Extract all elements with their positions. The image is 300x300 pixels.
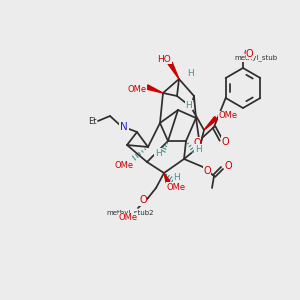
Text: Et: Et (88, 116, 96, 125)
Polygon shape (168, 62, 179, 79)
Text: O: O (243, 49, 251, 59)
Polygon shape (146, 85, 163, 93)
Text: H: H (186, 100, 192, 109)
Text: OMe: OMe (114, 160, 134, 169)
Polygon shape (204, 117, 218, 130)
Text: H: H (154, 148, 161, 158)
Text: methyl_stub: methyl_stub (234, 55, 278, 62)
Text: methyl_stub2: methyl_stub2 (106, 210, 154, 216)
Text: O: O (203, 166, 211, 176)
Text: N: N (120, 122, 128, 132)
Text: O: O (224, 161, 232, 171)
Text: O: O (221, 137, 229, 147)
Text: OMe: OMe (167, 182, 186, 191)
Text: O: O (193, 138, 201, 148)
Text: O: O (246, 49, 253, 59)
Text: OMe: OMe (128, 85, 147, 94)
Text: HO: HO (157, 55, 171, 64)
Text: OMe: OMe (118, 214, 138, 223)
Text: H: H (195, 145, 201, 154)
Text: H: H (187, 70, 194, 79)
Text: H: H (174, 173, 180, 182)
Text: O: O (139, 195, 147, 205)
Text: OMe: OMe (218, 112, 238, 121)
Polygon shape (164, 173, 170, 183)
